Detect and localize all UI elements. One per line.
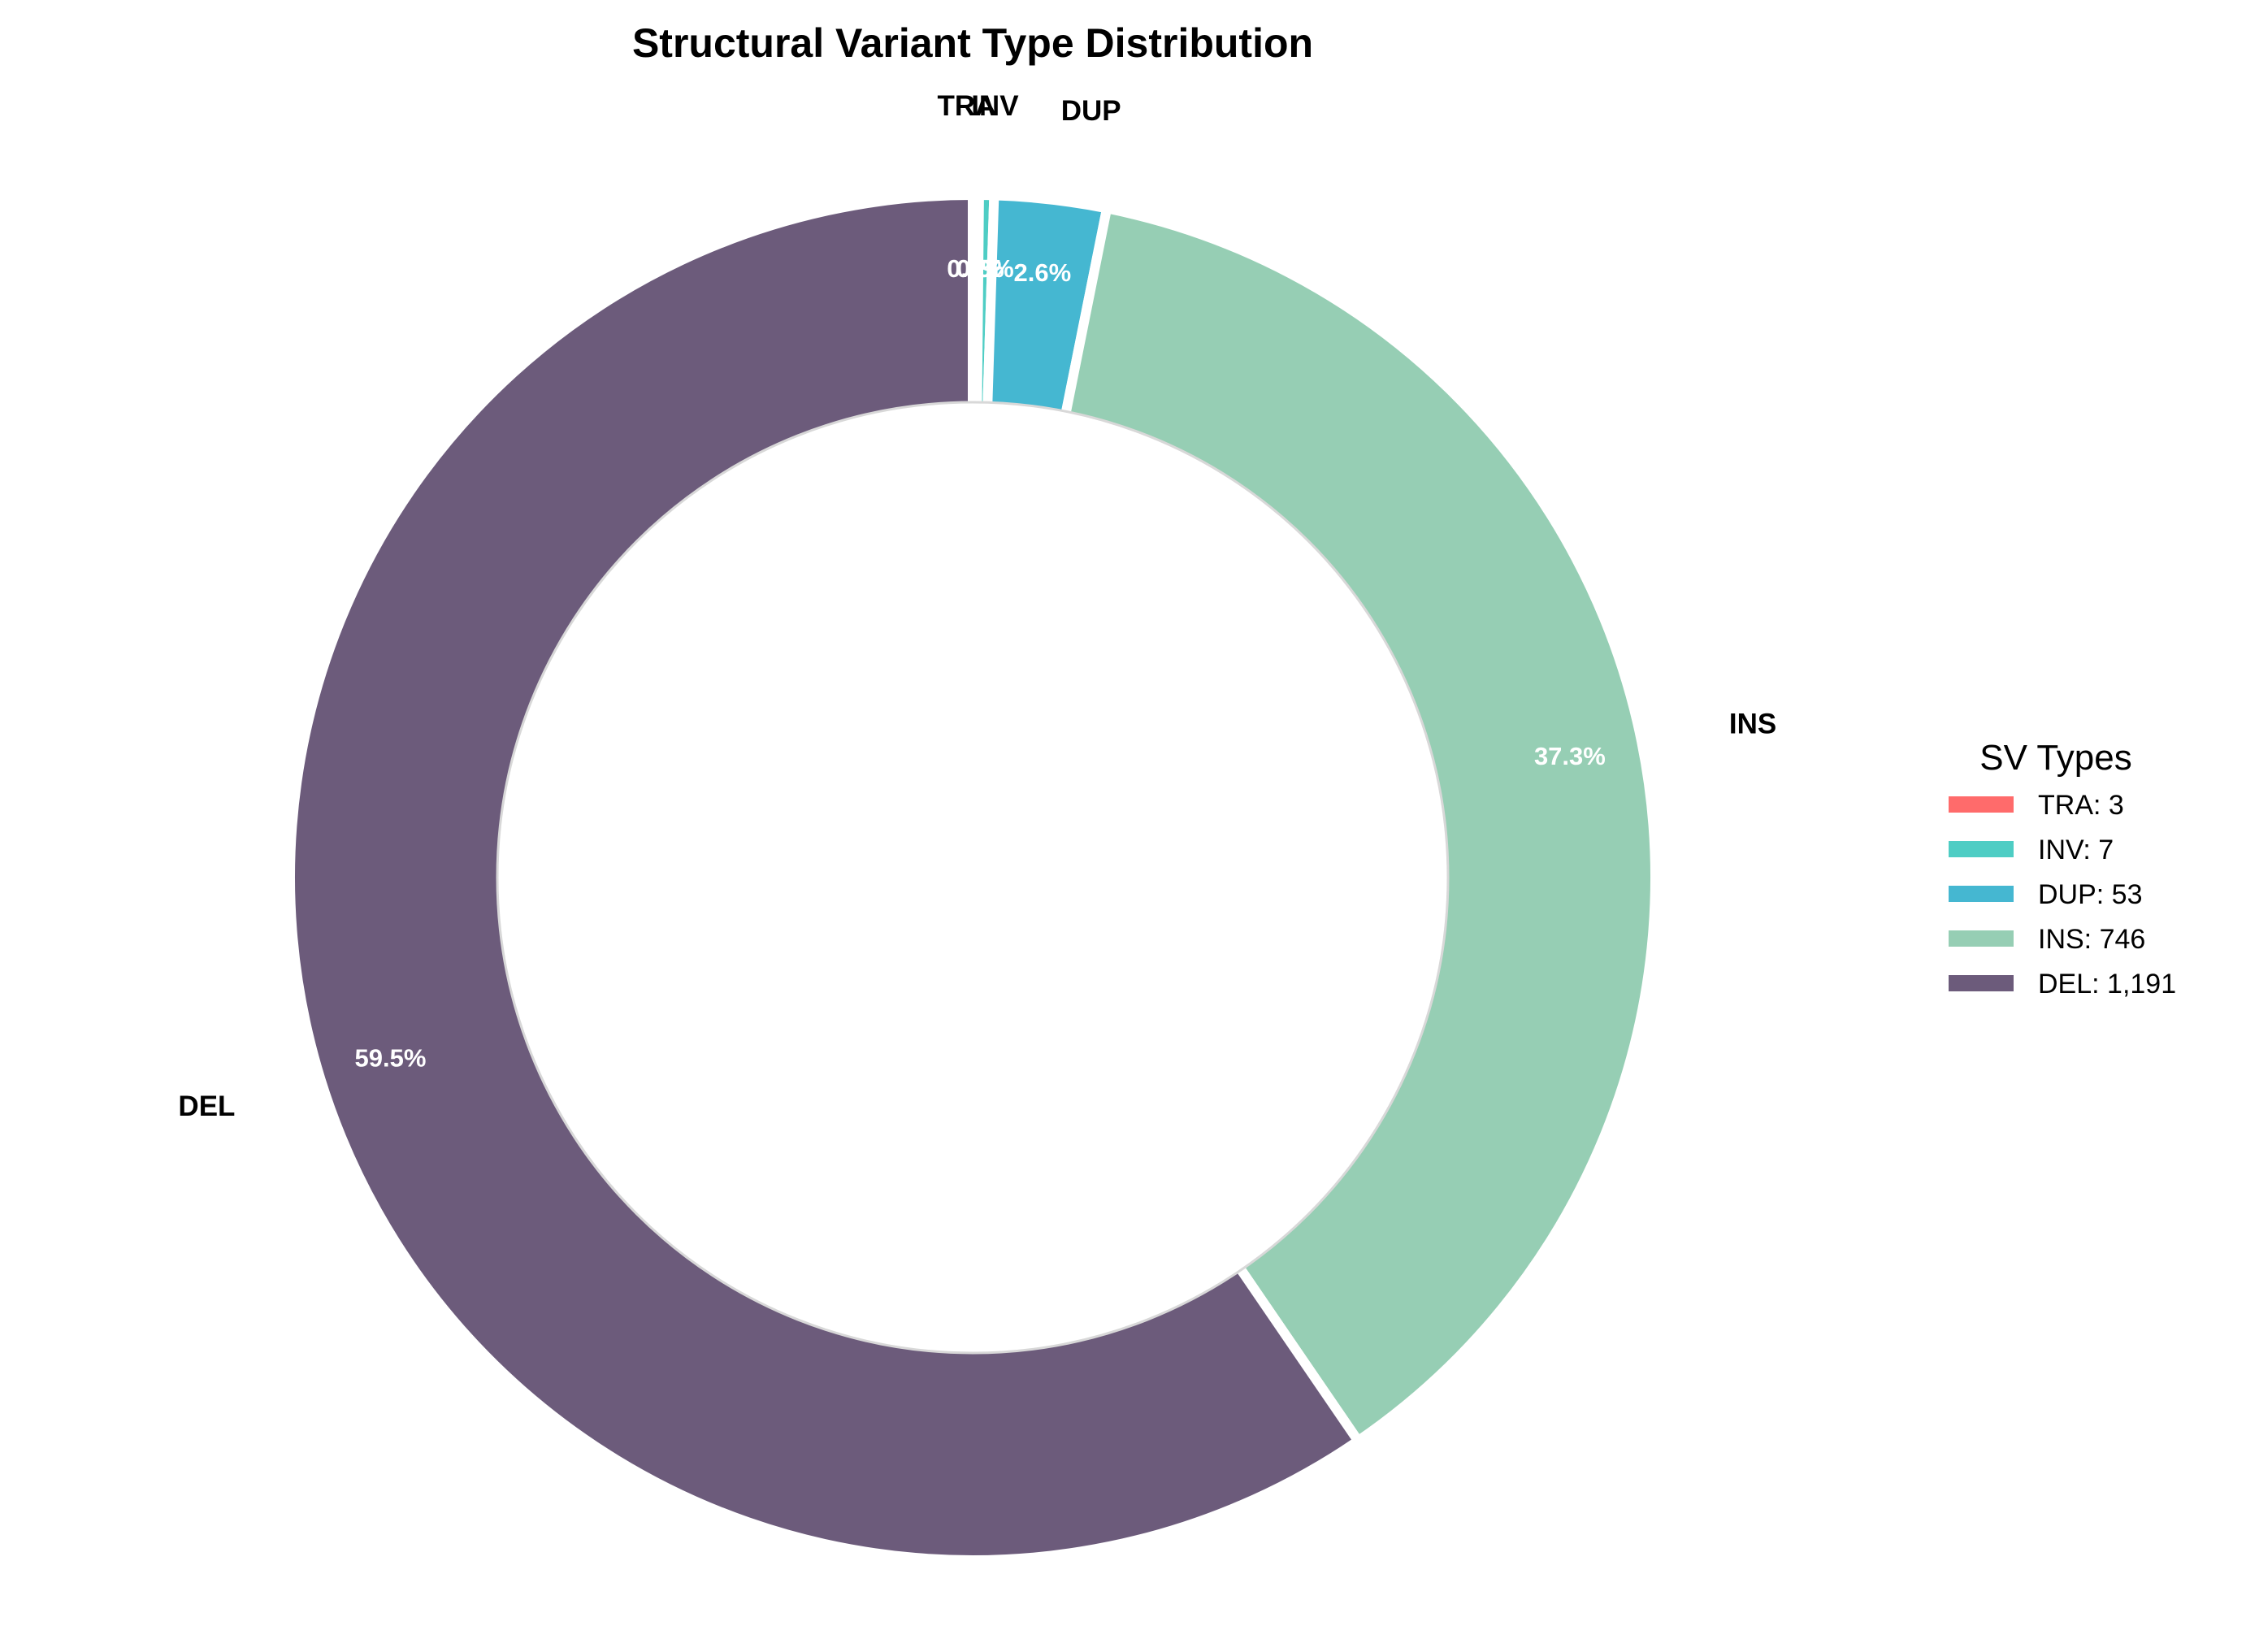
slice-label-tra: TRA bbox=[938, 90, 996, 122]
percent-label-dup: 2.6% bbox=[1013, 258, 1071, 287]
legend-label-dup: DUP: 53 bbox=[2038, 879, 2143, 910]
percent-label-ins: 37.3% bbox=[1534, 742, 1606, 770]
percent-labels: 0.1%0.3% 2.6% 37.3% 59.5% bbox=[355, 254, 1606, 1073]
legend-label-ins: INS: 746 bbox=[2038, 924, 2145, 955]
slice-label-dup: DUP bbox=[1061, 95, 1121, 127]
legend-swatch-tra bbox=[1949, 796, 2014, 813]
legend-swatch-ins bbox=[1949, 930, 2014, 947]
legend-title: SV Types bbox=[1979, 738, 2132, 778]
legend-swatch-inv bbox=[1949, 841, 2014, 857]
percent-label-inv: 0.3% bbox=[956, 254, 1014, 283]
slice-label-inv: INV bbox=[971, 90, 1019, 122]
slice-label-ins: INS bbox=[1729, 708, 1776, 739]
legend-swatch-dup bbox=[1949, 886, 2014, 902]
legend-label-tra: TRA: 3 bbox=[2038, 790, 2124, 821]
legend-label-del: DEL: 1,191 bbox=[2038, 969, 2176, 999]
legend-entries: TRA: 3 INV: 7 DUP: 53 INS: 746 DEL: 1,191 bbox=[1949, 790, 2176, 999]
chart-title: Structural Variant Type Distribution bbox=[632, 20, 1313, 66]
legend-swatch-del bbox=[1949, 975, 2014, 991]
legend: SV Types TRA: 3 INV: 7 DUP: 53 INS: 746 DEL:… bbox=[1949, 738, 2176, 999]
percent-label-tra: 0.1% bbox=[947, 254, 1004, 283]
donut-hole bbox=[496, 401, 1450, 1355]
percent-label-del: 59.5% bbox=[355, 1044, 427, 1073]
donut-slices bbox=[284, 189, 1660, 1565]
slice-label-del: DEL bbox=[178, 1090, 235, 1122]
legend-label-inv: INV: 7 bbox=[2038, 835, 2114, 865]
